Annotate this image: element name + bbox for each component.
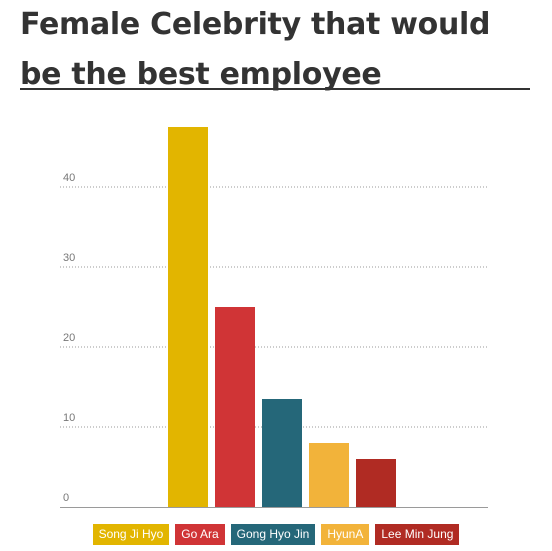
y-tick-label: 40 bbox=[63, 172, 75, 184]
y-tick-label: 30 bbox=[63, 252, 75, 264]
legend-item-song-ji-hyo[interactable]: Song Ji Hyo bbox=[92, 524, 170, 545]
legend-item-go-ara[interactable]: Go Ara bbox=[175, 524, 225, 545]
chart-legend: Song Ji Hyo Go Ara Gong Hyo Jin HyunA Lee Mi… bbox=[0, 524, 552, 546]
bar-gong-hyo-jin[interactable] bbox=[262, 399, 302, 507]
page-title: Female Celebrity that would be the best … bbox=[20, 7, 491, 92]
bar-chart: 0 10 20 30 40 bbox=[60, 127, 488, 508]
legend-item-gong-hyo-jin[interactable]: Gong Hyo Jin bbox=[230, 524, 316, 545]
y-tick-label: 10 bbox=[63, 412, 75, 424]
title-divider bbox=[20, 88, 530, 90]
bar-song-ji-hyo[interactable] bbox=[168, 127, 208, 507]
legend-item-hyuna[interactable]: HyunA bbox=[321, 524, 370, 545]
legend-item-lee-min-jung[interactable]: Lee Min Jung bbox=[375, 524, 460, 545]
bar-lee-min-jung[interactable] bbox=[356, 459, 396, 507]
y-tick-label: 20 bbox=[63, 332, 75, 344]
y-tick-label: 0 bbox=[63, 492, 69, 504]
bar-go-ara[interactable] bbox=[215, 307, 255, 507]
bar-hyuna[interactable] bbox=[309, 443, 349, 507]
